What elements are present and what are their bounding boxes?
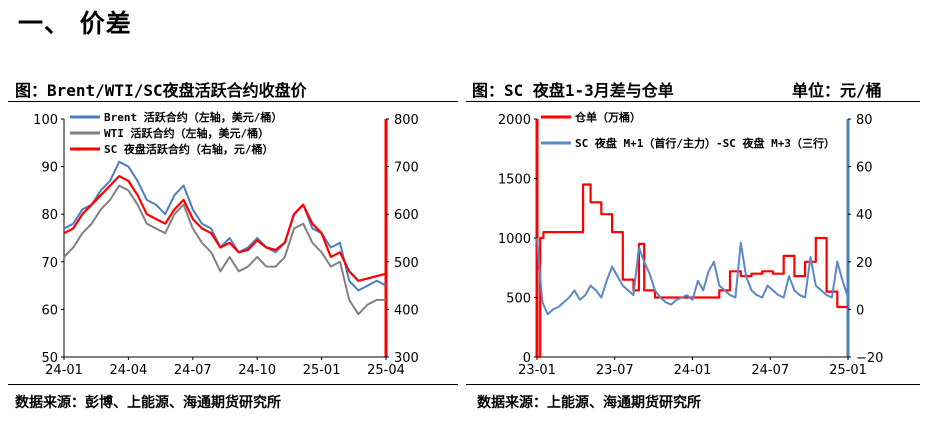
x-tick-label: 24-07	[751, 363, 789, 378]
left-chart-source: 数据来源：彭博、上能源、海通期货研究所	[15, 395, 281, 411]
left-tick-label: 100	[33, 113, 58, 128]
left-chart-title: 图：Brent/WTI/SC夜盘活跃合约收盘价	[15, 81, 307, 100]
left-tick-label: 60	[41, 303, 58, 318]
x-tick-label: 24-07	[174, 363, 212, 378]
right-chart-title: 图：SC 夜盘1-3月差与仓单	[472, 81, 674, 100]
left-tick-label: 2000	[498, 113, 531, 128]
x-tick-label: 25-04	[367, 363, 405, 378]
series-line-1	[537, 183, 848, 359]
right-tick-label: 80	[856, 113, 873, 128]
x-tick-label: 23-07	[596, 363, 634, 378]
section-heading: 一、 价差	[18, 9, 132, 38]
x-tick-label: 23-01	[518, 363, 556, 378]
legend-label-2: WTI 活跃合约（左轴，美元/桶）	[104, 126, 269, 140]
left-tick-label: 90	[41, 161, 58, 176]
series-line-2	[63, 184, 386, 316]
right-tick-label: 800	[394, 113, 419, 128]
left-tick-label: 0	[523, 351, 531, 366]
legend-label-1: Brent 活跃合约（左轴，美元/桶）	[104, 110, 282, 124]
right-tick-label: 60	[856, 161, 873, 176]
right-source-rule	[466, 384, 920, 385]
right-tick-label: 40	[856, 208, 873, 223]
left-tick-label: 500	[506, 292, 531, 307]
left-tick-label: 1500	[498, 173, 531, 188]
left-title-rule	[8, 101, 458, 102]
x-tick-label: 24-10	[238, 363, 276, 378]
x-tick-label: 24-04	[110, 363, 148, 378]
series-line-2	[536, 237, 849, 316]
x-tick-label: 25-01	[829, 363, 867, 378]
x-tick-label: 24-01	[45, 363, 83, 378]
legend-label-3: SC 夜盘活跃合约（右轴，元/桶）	[104, 142, 274, 156]
left-price-chart: 50 60 70 80 90 100 300 400 500 600 700 800 24-01 24-0…	[33, 110, 419, 378]
right-tick-label: 700	[394, 161, 419, 176]
right-tick-label: 600	[394, 208, 419, 223]
legend-label-2: SC 夜盘 M+1（首行/主力）-SC 夜盘 M+3（三行）	[575, 136, 835, 150]
right-tick-label: −20	[856, 351, 883, 366]
right-title-rule	[466, 101, 920, 102]
left-tick-label: 80	[41, 208, 58, 223]
left-source-rule	[8, 384, 458, 385]
right-tick-label: 500	[394, 256, 419, 271]
left-tick-label: 50	[41, 351, 58, 366]
series-line-1	[63, 160, 387, 292]
right-tick-label: 0	[856, 303, 864, 318]
legend-label-1: 仓单（万桶）	[574, 110, 641, 124]
left-tick-label: 1000	[498, 232, 531, 247]
right-chart-source: 数据来源：上能源、海通期货研究所	[477, 395, 701, 411]
series-line-3	[63, 175, 387, 282]
left-tick-label: 70	[41, 256, 58, 271]
x-tick-label: 24-01	[674, 363, 712, 378]
right-chart-unit: 单位：元/桶	[792, 81, 882, 100]
right-spread-chart: 0 500 1000 1500 2000 −20 0 20 40 60 80 23-01 23-07 24…	[498, 110, 884, 378]
x-tick-label: 25-01	[303, 363, 341, 378]
right-tick-label: 400	[394, 303, 419, 318]
right-tick-label: 300	[394, 351, 419, 366]
right-tick-label: 20	[856, 256, 873, 271]
